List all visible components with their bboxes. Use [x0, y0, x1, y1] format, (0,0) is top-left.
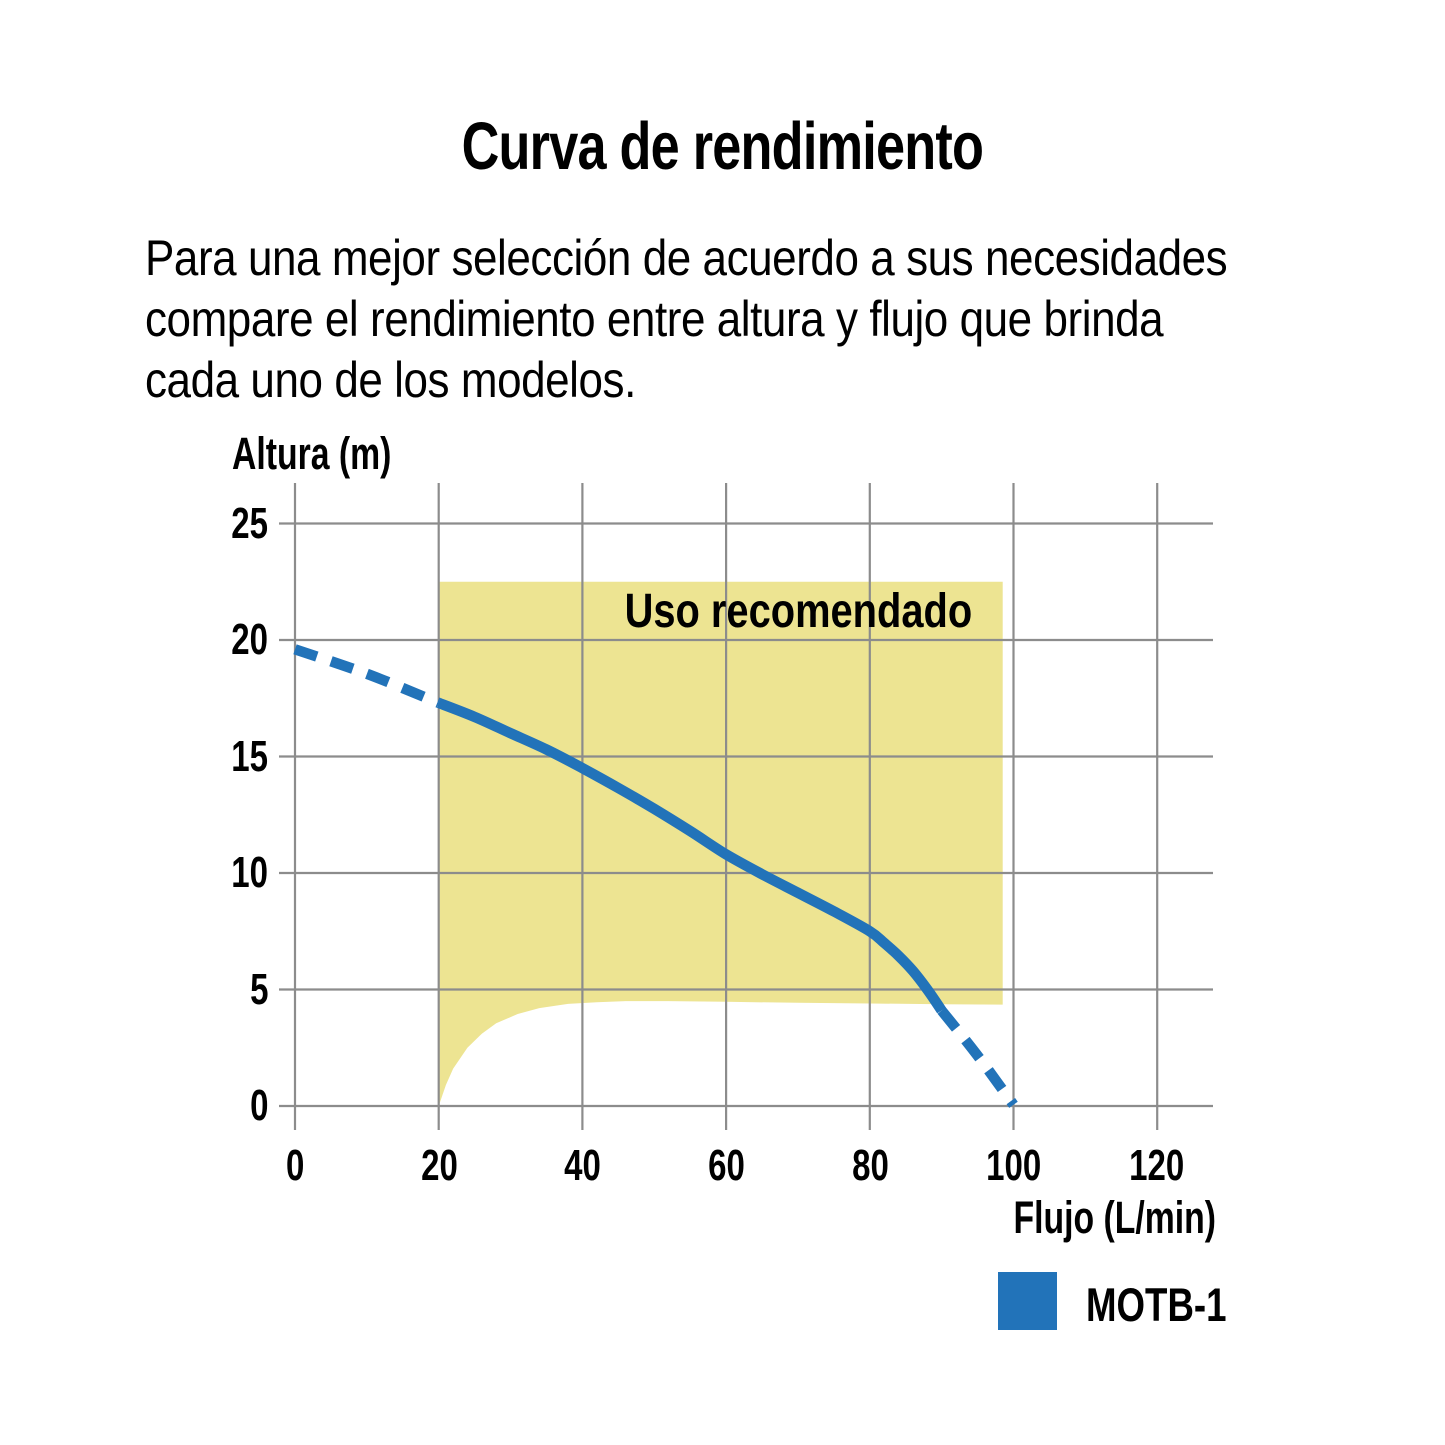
y-tick-label-0-text: 0 — [249, 1081, 268, 1130]
recommended-use-label-text: Uso recomendado — [624, 585, 972, 638]
x-tick-label-20-text: 20 — [420, 1141, 458, 1190]
y-tick-label-15-text: 15 — [231, 732, 268, 781]
y-tick-label-5: 5 — [138, 964, 268, 1016]
x-axis-title-text: Flujo (L/min) — [1013, 1192, 1216, 1243]
legend-series-label: MOTB-1 — [1086, 1278, 1227, 1331]
y-tick-label-15: 15 — [138, 731, 268, 783]
x-tick-label-120: 120 — [1087, 1142, 1227, 1190]
x-tick-label-120-text: 120 — [1129, 1141, 1185, 1190]
figure-description: Para una mejor selección de acuerdo a su… — [145, 228, 1445, 411]
y-tick-label-10-text: 10 — [231, 848, 268, 897]
x-tick-label-60: 60 — [656, 1142, 796, 1190]
x-tick-label-0-text: 0 — [285, 1141, 305, 1190]
y-tick-label-25: 25 — [138, 498, 268, 550]
description-line-3: cada uno de los modelos. — [145, 352, 636, 408]
y-tick-label-25-text: 25 — [231, 499, 268, 548]
x-tick-label-100-text: 100 — [986, 1141, 1042, 1190]
y-tick-label-20: 20 — [138, 614, 268, 666]
x-tick-label-60-text: 60 — [707, 1141, 745, 1190]
y-axis-title: Altura (m) — [232, 428, 392, 479]
recommended-use-region — [438, 581, 1003, 1106]
x-tick-label-80: 80 — [800, 1142, 940, 1190]
legend-color-swatch — [998, 1272, 1057, 1330]
description-line-2: compare el rendimiento entre altura y fl… — [145, 291, 1164, 347]
page-title-text: Curva de rendimiento — [461, 109, 984, 184]
page-title: Curva de rendimiento — [0, 108, 1445, 185]
series-curve-MOTB-1-dashed — [293, 644, 441, 708]
y-tick-label-20-text: 20 — [231, 615, 268, 664]
x-tick-label-20: 20 — [369, 1142, 509, 1190]
recommended-use-label: Uso recomendado — [548, 584, 1048, 639]
y-tick-label-5-text: 5 — [249, 965, 268, 1014]
y-tick-label-10: 10 — [138, 847, 268, 899]
x-tick-label-100: 100 — [944, 1142, 1084, 1190]
x-axis-title: Flujo (L/min) — [900, 1192, 1216, 1244]
x-tick-label-80-text: 80 — [851, 1141, 889, 1190]
description-line-1: Para una mejor selección de acuerdo a su… — [145, 230, 1228, 286]
series-curve-MOTB-1-dashed — [937, 1007, 1018, 1108]
series-curve-MOTB-1-solid — [436, 697, 946, 1014]
y-tick-label-0: 0 — [138, 1080, 268, 1132]
x-tick-label-40-text: 40 — [563, 1141, 601, 1190]
x-tick-label-0: 0 — [225, 1142, 365, 1190]
x-tick-label-40: 40 — [512, 1142, 652, 1190]
